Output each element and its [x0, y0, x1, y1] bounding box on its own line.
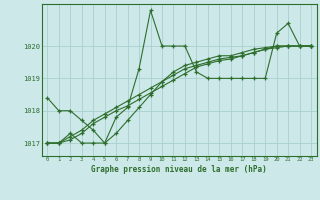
X-axis label: Graphe pression niveau de la mer (hPa): Graphe pression niveau de la mer (hPa): [91, 165, 267, 174]
